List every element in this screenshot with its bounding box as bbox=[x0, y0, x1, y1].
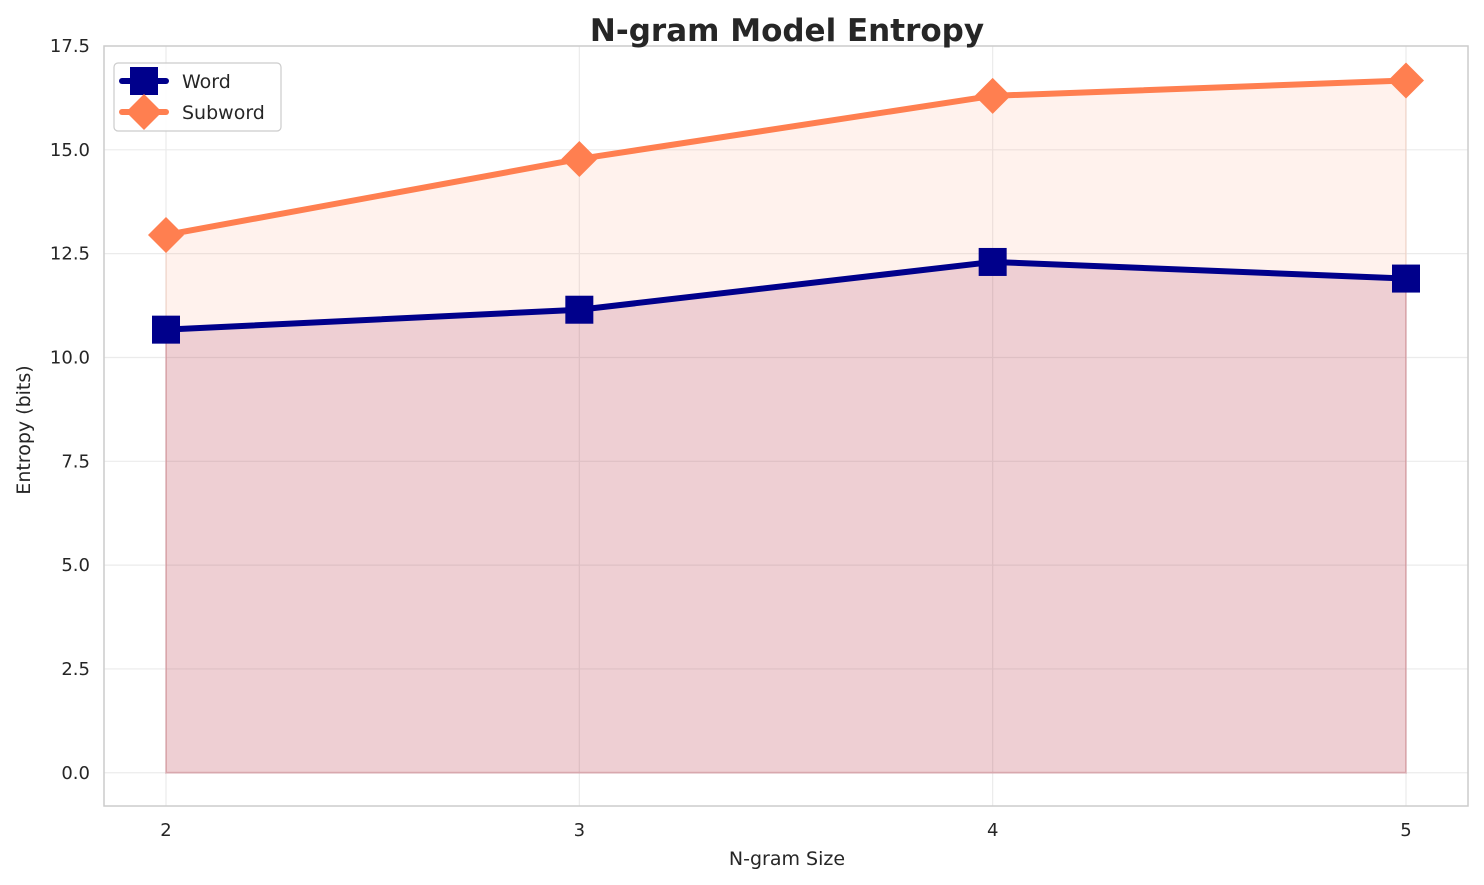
data-point-word bbox=[978, 247, 1007, 276]
legend-marker-subword bbox=[126, 94, 162, 130]
y-tick-labels: 0.0 2.5 5.0 7.5 10.0 12.5 15.0 17.5 bbox=[50, 36, 90, 784]
y-tick-label: 12.5 bbox=[50, 244, 90, 265]
y-tick-label: 2.5 bbox=[61, 659, 90, 680]
legend-label-subword: Subword bbox=[182, 102, 265, 124]
x-tick-label: 4 bbox=[987, 820, 998, 841]
series-lines bbox=[163, 77, 1409, 333]
data-point-subword bbox=[1388, 62, 1424, 99]
data-point-word bbox=[152, 315, 180, 344]
legend: Word Subword bbox=[113, 62, 282, 132]
y-tick-label: 5.0 bbox=[61, 555, 90, 576]
data-point-subword bbox=[561, 140, 598, 177]
y-axis-label: Entropy (bits) bbox=[13, 365, 35, 494]
x-axis-label: N-gram Size bbox=[729, 848, 845, 870]
chart-title: N-gram Model Entropy bbox=[590, 13, 984, 49]
area-fills bbox=[165, 79, 1407, 774]
data-point-word bbox=[565, 295, 594, 324]
plot-frame bbox=[103, 45, 1469, 807]
x-tick-label: 5 bbox=[1400, 820, 1411, 841]
y-tick-label: 15.0 bbox=[50, 140, 90, 161]
y-tick-label: 0.0 bbox=[61, 763, 90, 784]
x-tick-labels: 2 3 4 5 bbox=[160, 820, 1411, 841]
data-point-subword bbox=[974, 77, 1011, 114]
data-point-word bbox=[1392, 264, 1420, 293]
y-tick-label: 7.5 bbox=[61, 451, 90, 472]
series-line-word bbox=[163, 258, 1409, 333]
series-markers bbox=[148, 62, 1424, 344]
x-tick-label: 3 bbox=[574, 820, 585, 841]
legend-label-word: Word bbox=[182, 71, 231, 93]
y-tick-label: 10.0 bbox=[50, 347, 90, 368]
x-tick-label: 2 bbox=[160, 820, 171, 841]
y-tick-label: 17.5 bbox=[50, 36, 90, 57]
series-line-subword bbox=[163, 77, 1409, 238]
legend-marker-word bbox=[130, 67, 158, 95]
data-point-subword bbox=[148, 216, 184, 253]
